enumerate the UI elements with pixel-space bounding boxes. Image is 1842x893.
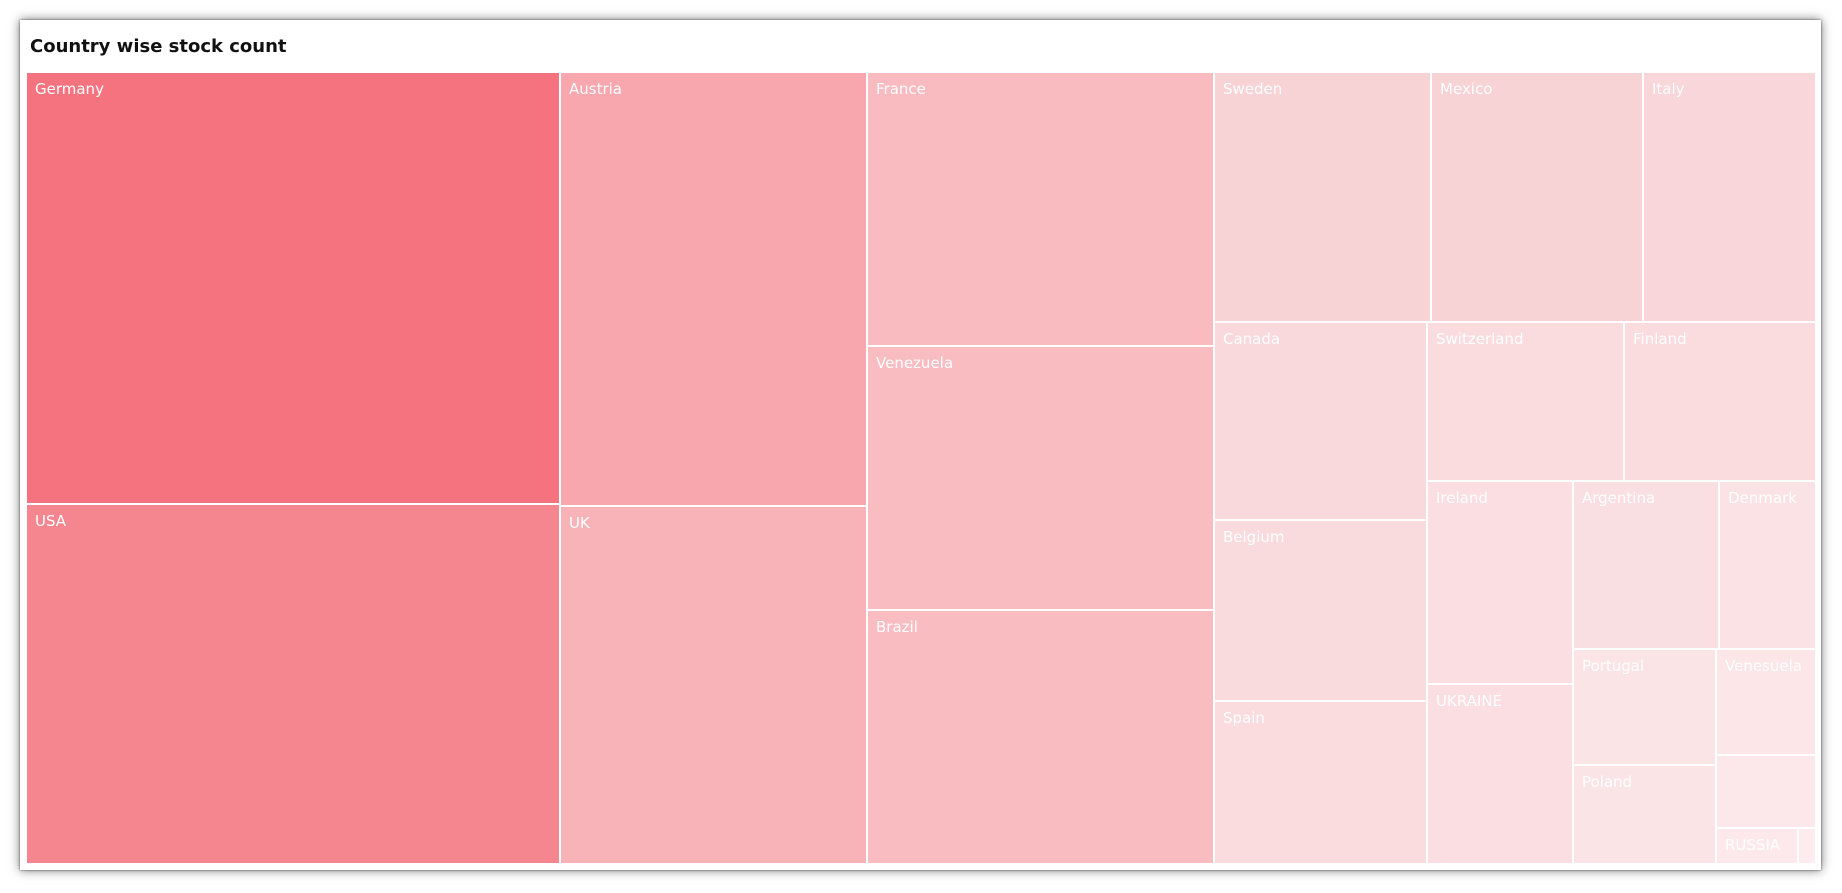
treemap-tile-label: Germany bbox=[35, 80, 104, 98]
treemap-tile-argentina[interactable]: Argentina bbox=[1573, 481, 1719, 649]
treemap-tile-label: Finland bbox=[1633, 330, 1687, 348]
treemap-tile-label: Switzerland bbox=[1436, 330, 1524, 348]
treemap-tile-russia[interactable]: RUSSIA bbox=[1716, 828, 1798, 864]
treemap-tile-label: Italy bbox=[1652, 80, 1685, 98]
treemap-tile-unlabeled-small[interactable] bbox=[1798, 828, 1816, 864]
treemap-tile-label: USA bbox=[35, 512, 67, 530]
treemap-tile-usa[interactable]: USA bbox=[26, 504, 560, 864]
treemap-tile-label: Sweden bbox=[1223, 80, 1283, 98]
treemap-tile-denmark[interactable]: Denmark bbox=[1719, 481, 1816, 649]
treemap-tile-canada[interactable]: Canada bbox=[1214, 322, 1427, 520]
treemap-tile-spain[interactable]: Spain bbox=[1214, 701, 1427, 864]
treemap-tile-venesuela[interactable]: Venesuela bbox=[1716, 649, 1816, 755]
treemap-tile-germany[interactable]: Germany bbox=[26, 72, 560, 504]
treemap-tile-switzerland[interactable]: Switzerland bbox=[1427, 322, 1624, 481]
treemap-tile-portugal[interactable]: Portugal bbox=[1573, 649, 1716, 765]
treemap-tile-label: Mexico bbox=[1440, 80, 1493, 98]
treemap-tile-label: UK bbox=[569, 514, 590, 532]
treemap-tile-label: Ireland bbox=[1436, 489, 1488, 507]
treemap-tile-brazil[interactable]: Brazil bbox=[867, 610, 1214, 864]
treemap-tile-sweden[interactable]: Sweden bbox=[1214, 72, 1431, 322]
treemap-tile-label: France bbox=[876, 80, 926, 98]
chart-title: Country wise stock count bbox=[30, 36, 287, 57]
treemap-tile-france[interactable]: France bbox=[867, 72, 1214, 346]
treemap-tile-label: Brazil bbox=[876, 618, 918, 636]
treemap-tile-poland[interactable]: Poland bbox=[1573, 765, 1716, 864]
treemap-tile-uk[interactable]: UK bbox=[560, 506, 867, 864]
treemap-plot: Germany USA Austria UK France Venezuela Brazil… bbox=[26, 72, 1816, 864]
treemap-tile-label: Austria bbox=[569, 80, 622, 98]
treemap-tile-ukraine[interactable]: UKRAINE bbox=[1427, 684, 1573, 864]
treemap-tile-italy[interactable]: Italy bbox=[1643, 72, 1816, 322]
chart-card: Country wise stock count Germany USA Austr… bbox=[20, 20, 1821, 870]
treemap-tile-label: Belgium bbox=[1223, 528, 1285, 546]
treemap-tile-label: Venesuela bbox=[1725, 657, 1802, 675]
treemap-tile-austria[interactable]: Austria bbox=[560, 72, 867, 506]
treemap-tile-venezuela[interactable]: Venezuela bbox=[867, 346, 1214, 610]
treemap-tile-label: Spain bbox=[1223, 709, 1265, 727]
treemap-tile-label: Argentina bbox=[1582, 489, 1656, 507]
treemap-tile-label: Canada bbox=[1223, 330, 1281, 348]
treemap-tile-unlabeled[interactable] bbox=[1716, 755, 1816, 828]
treemap-tile-label: UKRAINE bbox=[1436, 692, 1503, 710]
treemap-tile-label: Poland bbox=[1582, 773, 1633, 791]
treemap-tile-ireland[interactable]: Ireland bbox=[1427, 481, 1573, 684]
treemap-tile-label: Denmark bbox=[1728, 489, 1797, 507]
treemap-tile-label: RUSSIA bbox=[1725, 836, 1781, 854]
treemap-tile-mexico[interactable]: Mexico bbox=[1431, 72, 1643, 322]
treemap-tile-label: Venezuela bbox=[876, 354, 954, 372]
treemap-tile-finland[interactable]: Finland bbox=[1624, 322, 1816, 481]
treemap-tile-belgium[interactable]: Belgium bbox=[1214, 520, 1427, 701]
treemap-tile-label: Portugal bbox=[1582, 657, 1645, 675]
